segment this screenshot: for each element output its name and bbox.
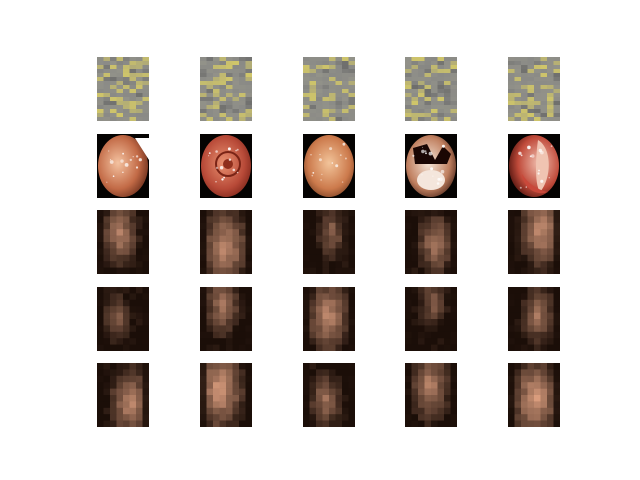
real-endoscopy-images-tile-2 <box>200 134 252 198</box>
generated-samples-3-image-2 <box>200 363 252 427</box>
generated-samples-1-tile-5 <box>508 210 560 274</box>
generated-samples-3-tile-4 <box>405 363 457 427</box>
generated-samples-3-tile-5 <box>508 363 560 427</box>
noise-inputs-image-1 <box>97 57 149 121</box>
real-endoscopy-images-tile-5 <box>508 134 560 198</box>
generated-samples-1-image-5 <box>508 210 560 274</box>
generated-samples-3-image-5 <box>508 363 560 427</box>
generated-samples-1-image-2 <box>200 210 252 274</box>
noise-inputs-tile-2 <box>200 57 252 121</box>
generated-samples-1-tile-2 <box>200 210 252 274</box>
noise-inputs-image-3 <box>303 57 355 121</box>
generated-samples-3-tile-1 <box>97 363 149 427</box>
noise-inputs-image-4 <box>405 57 457 121</box>
generated-samples-3-image-1 <box>97 363 149 427</box>
generated-samples-2-tile-4 <box>405 287 457 351</box>
generated-samples-1-tile-3 <box>303 210 355 274</box>
noise-inputs-image-5 <box>508 57 560 121</box>
real-endoscopy-images-image-5 <box>508 134 560 198</box>
real-endoscopy-images-tile-1 <box>97 134 149 198</box>
generated-samples-1-image-4 <box>405 210 457 274</box>
generated-samples-3-tile-3 <box>303 363 355 427</box>
noise-inputs-tile-3 <box>303 57 355 121</box>
noise-inputs-tile-5 <box>508 57 560 121</box>
real-endoscopy-images-image-1 <box>97 134 149 198</box>
real-endoscopy-images-tile-4 <box>405 134 457 198</box>
generated-samples-1-image-3 <box>303 210 355 274</box>
generated-samples-3-tile-2 <box>200 363 252 427</box>
generated-samples-2-image-4 <box>405 287 457 351</box>
real-endoscopy-images-image-3 <box>303 134 355 198</box>
noise-inputs-image-2 <box>200 57 252 121</box>
generated-samples-2-image-1 <box>97 287 149 351</box>
generated-samples-2-tile-3 <box>303 287 355 351</box>
real-endoscopy-images-tile-3 <box>303 134 355 198</box>
real-endoscopy-images-image-2 <box>200 134 252 198</box>
generated-samples-3-image-4 <box>405 363 457 427</box>
generated-samples-2-image-5 <box>508 287 560 351</box>
generated-samples-1-image-1 <box>97 210 149 274</box>
generated-samples-1-tile-1 <box>97 210 149 274</box>
noise-inputs-tile-1 <box>97 57 149 121</box>
noise-inputs-tile-4 <box>405 57 457 121</box>
generated-samples-2-tile-2 <box>200 287 252 351</box>
generated-samples-2-image-2 <box>200 287 252 351</box>
generated-samples-3-image-3 <box>303 363 355 427</box>
generated-samples-1-tile-4 <box>405 210 457 274</box>
generated-samples-2-tile-5 <box>508 287 560 351</box>
generated-samples-2-tile-1 <box>97 287 149 351</box>
generated-samples-2-image-3 <box>303 287 355 351</box>
real-endoscopy-images-image-4 <box>405 134 457 198</box>
